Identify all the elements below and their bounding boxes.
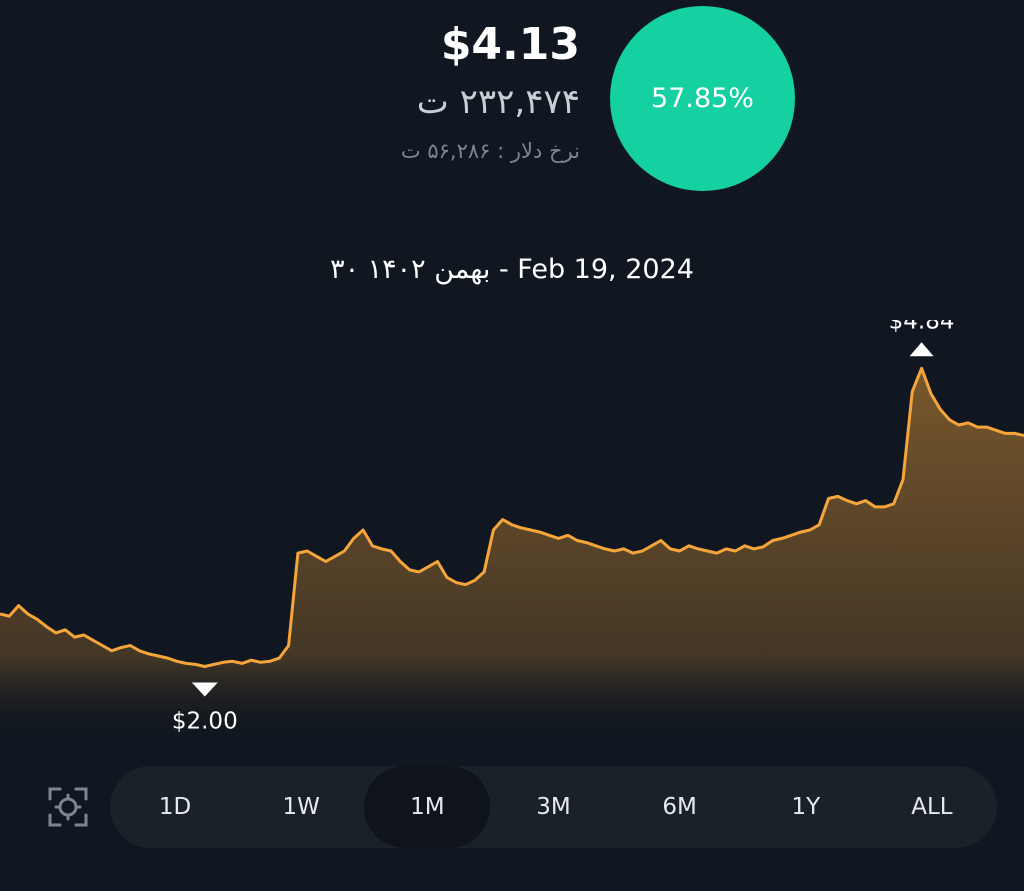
range-button-1d[interactable]: 1D [158, 794, 192, 820]
focus-scan-icon [48, 787, 88, 827]
price-chart[interactable]: $4.84 $2.00 [0, 320, 1024, 740]
range-button-1y[interactable]: 1Y [791, 794, 821, 820]
chart-price-line [0, 366, 1024, 668]
dollar-rate: نرخ دلار : ۵۶,۲۸۶ ت [400, 139, 580, 163]
min-marker-icon [191, 682, 218, 697]
price-usd: $4.13 [440, 19, 580, 70]
range-selector: 1D 1W 1M 3M 6M 1Y ALL [110, 766, 997, 848]
price-toman: ۲۳۲,۴۷۴ ت [416, 82, 580, 122]
chart-area-fill [0, 368, 1024, 740]
range-toolbar: 1D 1W 1M 3M 6M 1Y ALL [0, 766, 1024, 848]
max-price-label: $4.84 [889, 320, 955, 334]
change-percent-badge: 57.85% [610, 6, 795, 191]
price-block: $4.13 ۲۳۲,۴۷۴ ت نرخ دلار : ۵۶,۲۸۶ ت [401, 18, 580, 164]
range-button-3m[interactable]: 3M [536, 794, 571, 820]
change-percent: 57.85% [651, 83, 754, 114]
range-button-all[interactable]: ALL [911, 794, 953, 820]
range-button-1w[interactable]: 1W [282, 794, 320, 820]
focus-button[interactable] [44, 783, 92, 831]
min-price-label: $2.00 [172, 709, 238, 735]
max-marker-icon [909, 342, 934, 357]
date-label: ۳۰ بهمن ۱۴۰۲ - Feb 19, 2024 [330, 254, 694, 285]
range-button-6m[interactable]: 6M [662, 794, 697, 820]
range-button-1m[interactable]: 1M [364, 766, 491, 848]
